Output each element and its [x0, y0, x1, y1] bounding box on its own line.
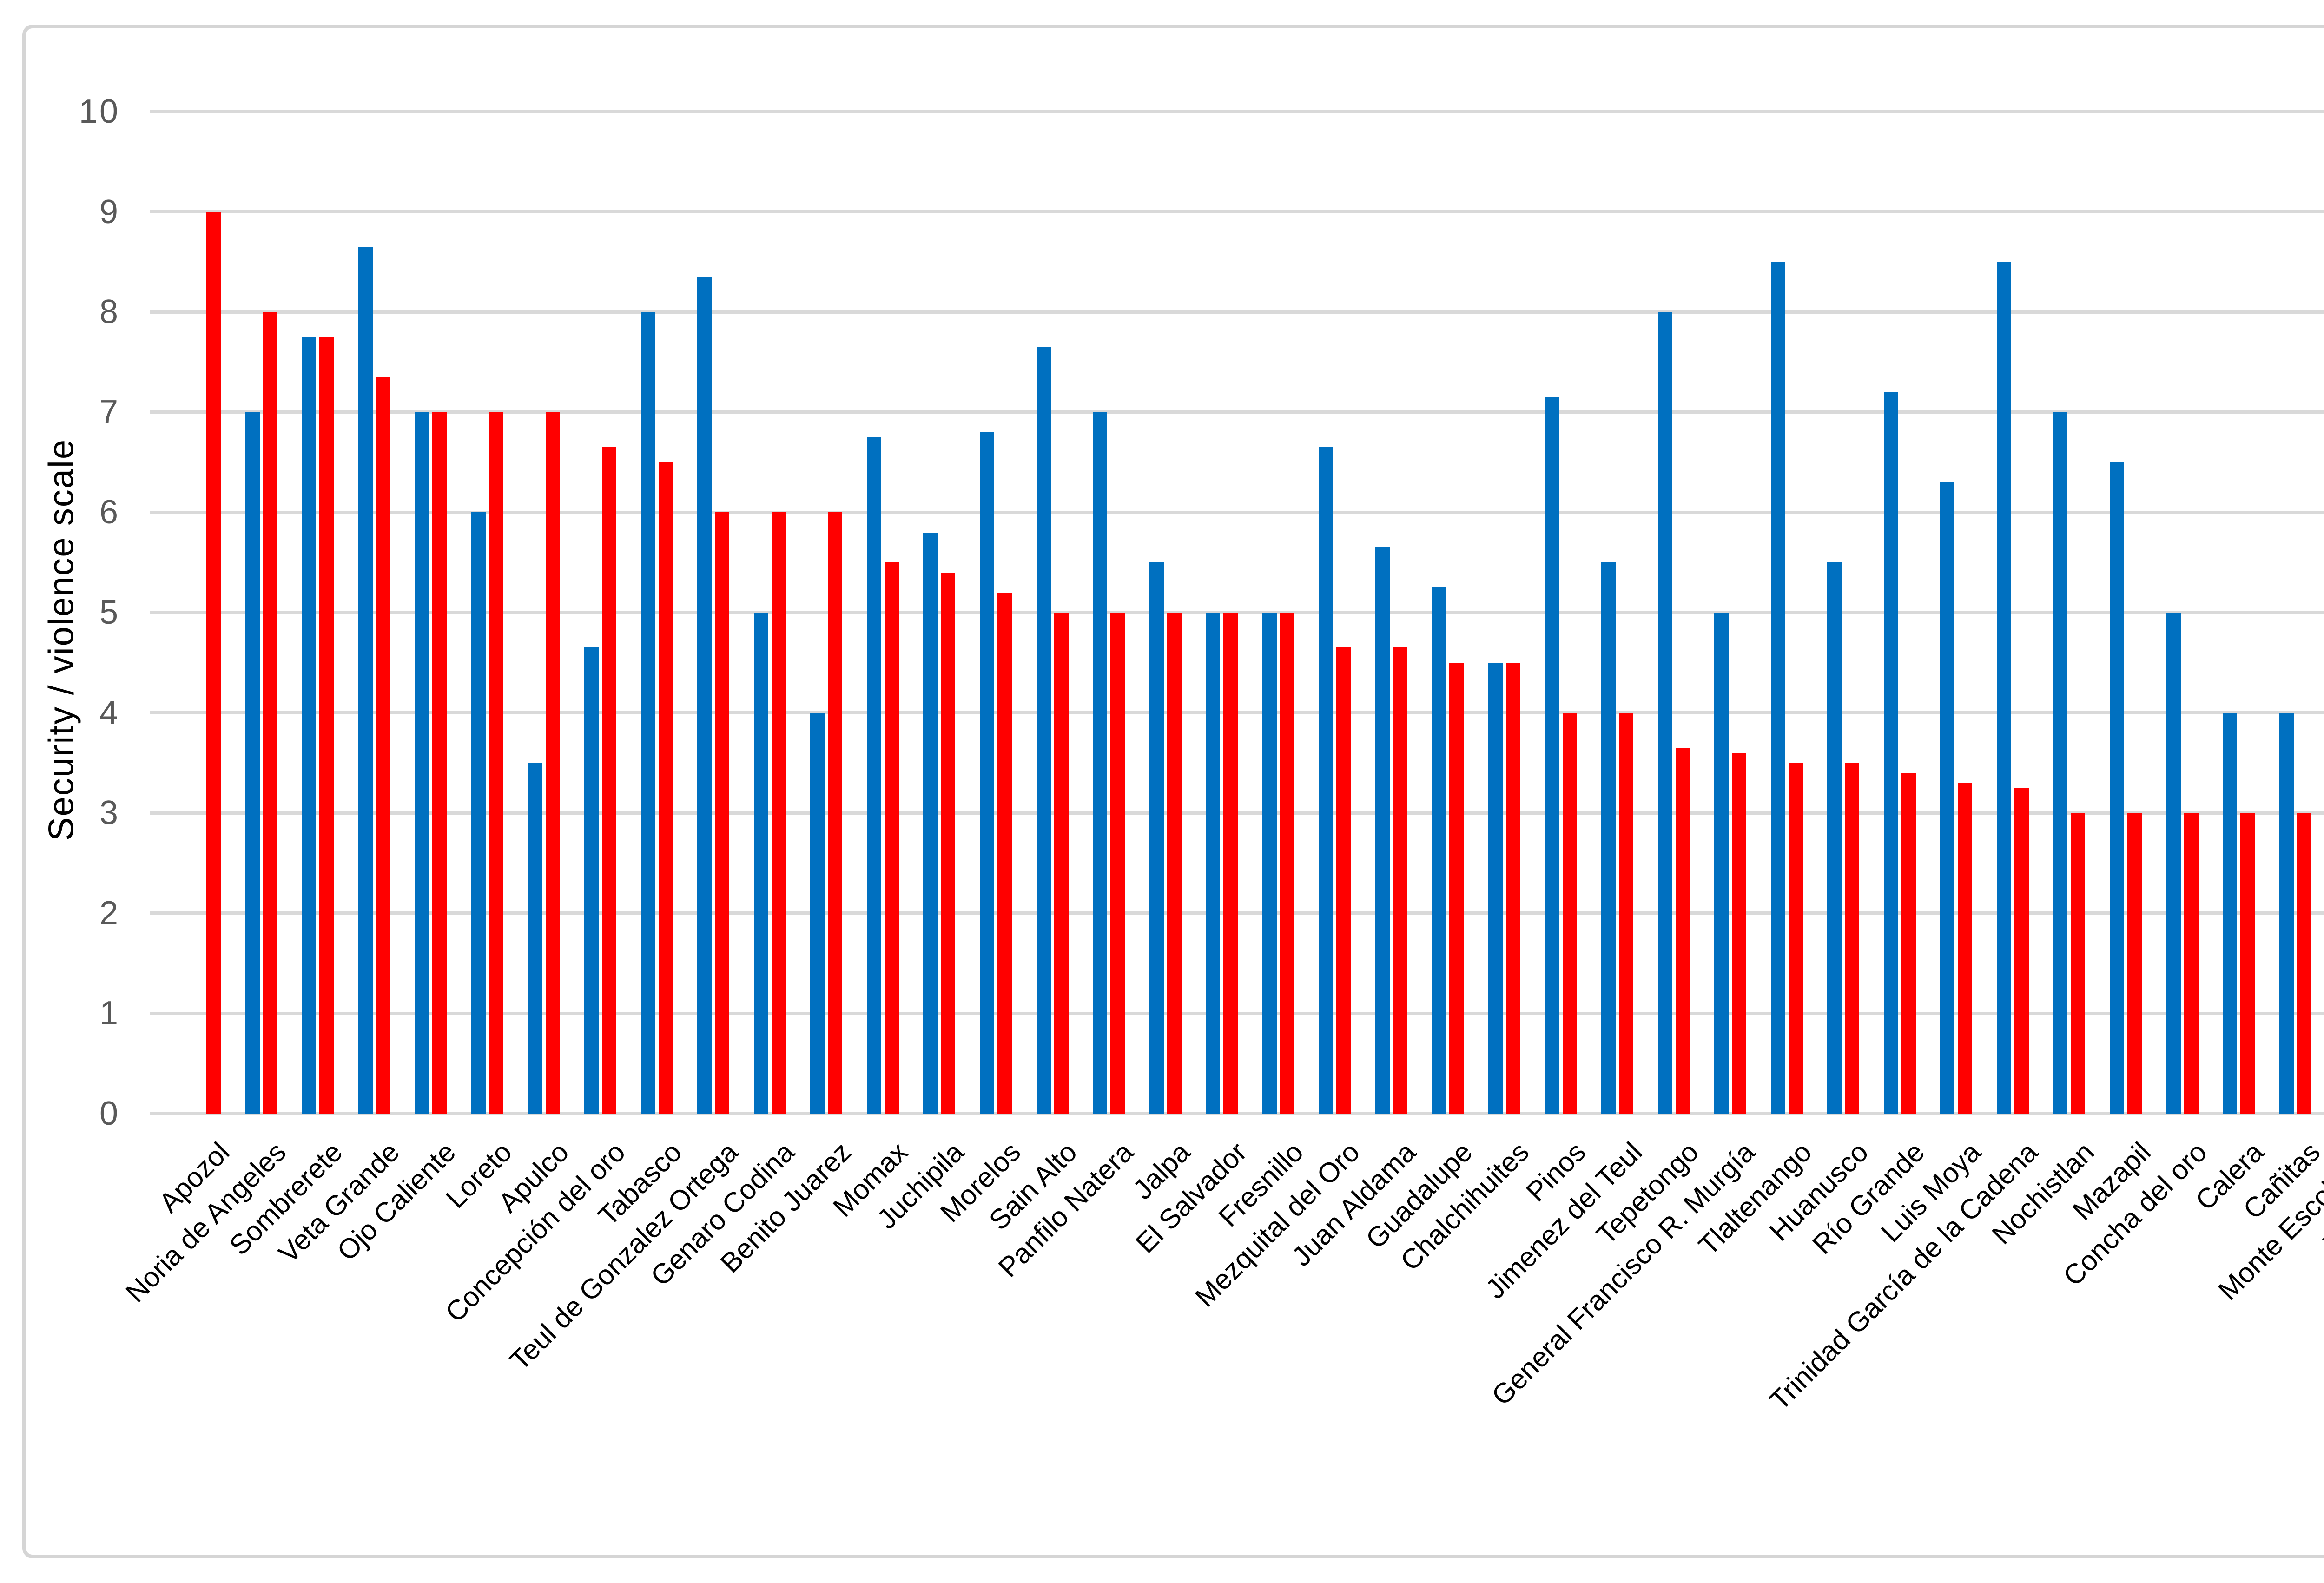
bar-red: [1619, 712, 1634, 1114]
bar-red: [263, 312, 277, 1114]
bar-red: [1223, 613, 1238, 1114]
y-tick-label: 6: [99, 494, 120, 531]
bar-red: [1958, 783, 1973, 1114]
y-tick-label: 4: [99, 694, 120, 732]
gridline-y-8: [150, 310, 2324, 314]
bar-red: [771, 512, 786, 1114]
bar-red: [658, 462, 673, 1114]
bar-blue: [2223, 712, 2238, 1114]
gridline-y-6: [150, 510, 2324, 514]
bar-red: [828, 512, 843, 1114]
bar-blue: [979, 432, 994, 1114]
gridline-y-7: [150, 410, 2324, 414]
bar-blue: [2110, 462, 2124, 1114]
y-tick-label: 9: [99, 193, 120, 231]
bar-blue: [2053, 412, 2068, 1114]
bar-blue: [1149, 562, 1164, 1114]
bar-blue: [1940, 482, 1955, 1114]
bar-blue: [1488, 662, 1503, 1114]
bar-red: [1845, 763, 1860, 1114]
bar-red: [1901, 772, 1916, 1114]
bar-red: [715, 512, 730, 1114]
y-tick-label: 5: [99, 594, 120, 631]
gridline-y-9: [150, 210, 2324, 214]
gridline-y-0: [150, 1112, 2324, 1115]
bar-blue: [584, 647, 599, 1114]
bar-red: [1788, 763, 1803, 1114]
bar-red: [2014, 788, 2029, 1114]
bar-red: [1336, 647, 1351, 1114]
bar-red: [941, 572, 956, 1114]
bar-red: [1280, 613, 1294, 1114]
y-tick-label: 7: [99, 393, 120, 431]
bar-blue: [923, 532, 938, 1114]
bar-blue: [1375, 547, 1390, 1114]
bar-red: [2240, 813, 2255, 1114]
y-tick-label: 10: [79, 93, 120, 130]
bar-blue: [1883, 392, 1898, 1114]
y-tick-label: 8: [99, 293, 120, 331]
bar-red: [1449, 662, 1464, 1114]
bar-blue: [358, 247, 373, 1114]
bar-red: [1675, 748, 1690, 1114]
bar-blue: [810, 712, 825, 1114]
bar-blue: [415, 412, 429, 1114]
bar-blue: [528, 763, 542, 1114]
bar-blue: [640, 312, 655, 1114]
y-tick-label: 2: [99, 894, 120, 932]
bar-red: [376, 377, 390, 1114]
bar-blue: [245, 412, 260, 1114]
bar-red: [602, 447, 617, 1114]
bar-blue: [1545, 397, 1559, 1114]
bar-blue: [753, 613, 768, 1114]
bar-blue: [1432, 587, 1446, 1114]
bar-red: [1505, 662, 1520, 1114]
bar-red: [1732, 752, 1747, 1114]
bar-blue: [2166, 613, 2181, 1114]
bar-blue: [1714, 613, 1729, 1114]
y-tick-label: 0: [99, 1095, 120, 1132]
bar-blue: [1093, 412, 1108, 1114]
bar-blue: [1319, 447, 1334, 1114]
bar-red: [2071, 813, 2086, 1114]
bar-blue: [1996, 262, 2011, 1114]
bar-blue: [2279, 712, 2294, 1114]
bar-blue: [1827, 562, 1842, 1114]
bar-red: [2127, 813, 2142, 1114]
bar-red: [206, 211, 221, 1114]
bar-blue: [471, 512, 486, 1114]
y-tick-label: 1: [99, 995, 120, 1032]
bar-red: [1167, 613, 1182, 1114]
bar-blue: [1036, 347, 1051, 1114]
bar-blue: [1262, 613, 1277, 1114]
bar-blue: [1601, 562, 1616, 1114]
bar-red: [432, 412, 447, 1114]
bar-blue: [1657, 312, 1672, 1114]
y-tick-label: 3: [99, 794, 120, 832]
bar-red: [2184, 813, 2199, 1114]
bar-red: [997, 592, 1012, 1114]
bar-red: [1054, 613, 1069, 1114]
bar-blue: [1770, 262, 1785, 1114]
bar-blue: [697, 277, 712, 1114]
bar-red: [489, 412, 504, 1114]
bar-red: [884, 562, 899, 1114]
bar-blue: [866, 437, 881, 1114]
bar-red: [2297, 813, 2311, 1114]
bar-red: [1110, 613, 1125, 1114]
bar-blue: [1206, 613, 1221, 1114]
bar-red: [545, 412, 560, 1114]
gridline-y-10: [150, 110, 2324, 113]
bar-blue: [302, 337, 317, 1114]
bar-red: [1393, 647, 1407, 1114]
bar-red: [319, 337, 334, 1114]
bar-red: [1562, 712, 1577, 1114]
